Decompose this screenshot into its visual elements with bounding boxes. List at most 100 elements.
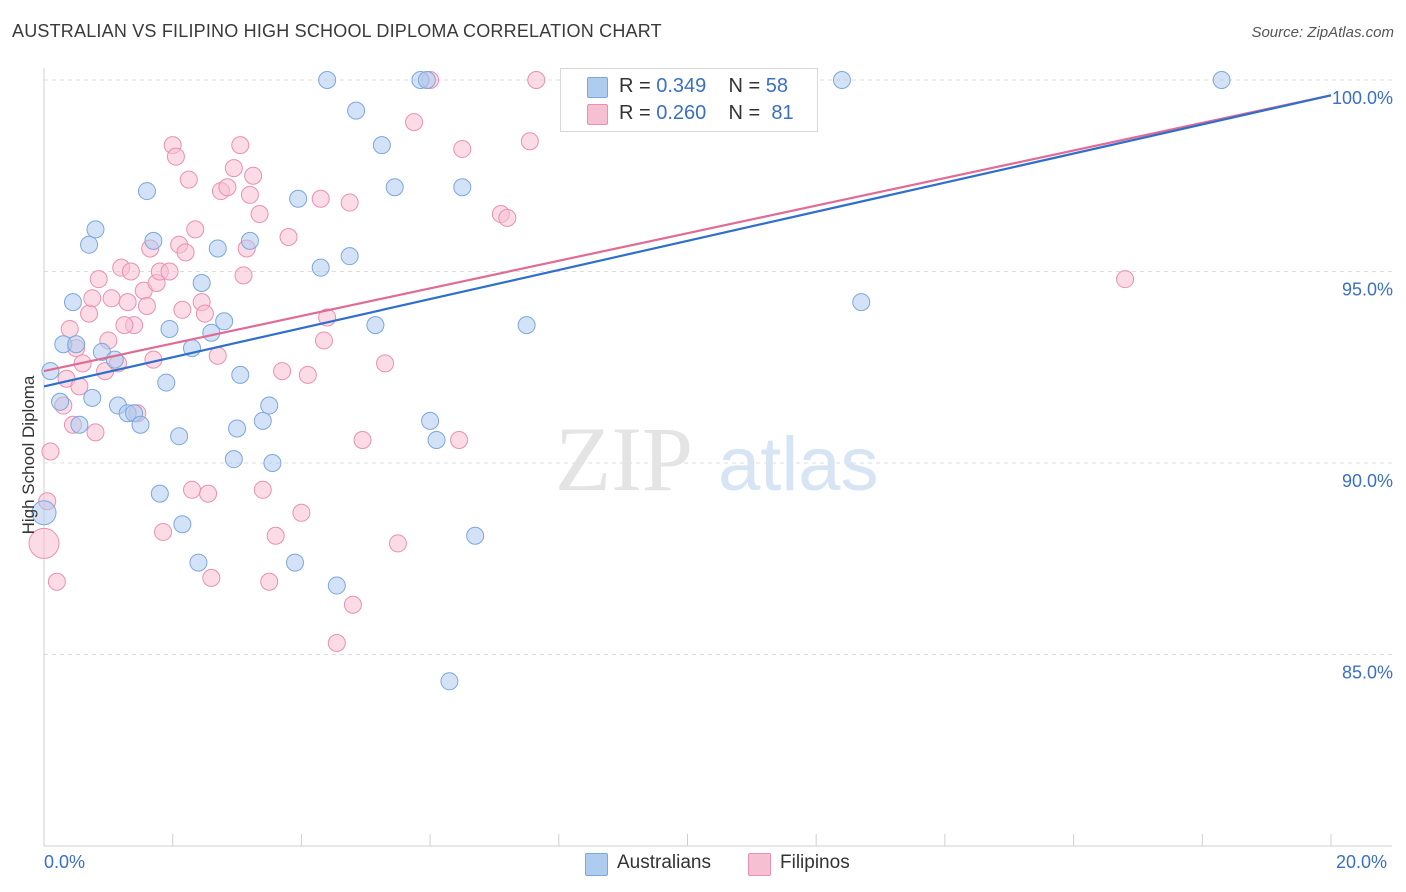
- australians-point: [41, 362, 60, 381]
- bottom-legend-swatch-blue: [585, 853, 608, 876]
- australians-point: [137, 182, 156, 201]
- australians-point: [453, 178, 472, 197]
- filipinos-point: [199, 484, 218, 503]
- bottom-legend-label-australians: Australians: [617, 852, 711, 873]
- australians-point: [263, 454, 282, 472]
- australians-point: [260, 396, 279, 415]
- legend-swatch-pink: [587, 104, 608, 125]
- filipinos-point: [60, 319, 79, 338]
- australians-point: [215, 312, 234, 331]
- australians-point: [347, 101, 366, 120]
- filipinos-point: [266, 526, 285, 545]
- legend-r-value-filipinos: 0.260: [656, 102, 707, 124]
- watermark-zip: ZIP: [555, 408, 693, 510]
- filipinos-point: [244, 166, 263, 185]
- bottom-legend-swatch-pink: [748, 853, 771, 876]
- australians-point: [427, 431, 446, 450]
- filipinos-point: [240, 185, 259, 204]
- filipinos-point: [353, 431, 372, 450]
- filipinos-point: [340, 193, 359, 212]
- filipinos-point: [173, 300, 192, 319]
- y-tick-label: 95.0%: [1342, 280, 1393, 300]
- australians-point: [466, 526, 485, 545]
- australians-point: [160, 319, 179, 338]
- filipinos-point: [234, 266, 253, 285]
- x-axis-min-label: 0.0%: [44, 852, 86, 872]
- filipinos-point: [520, 132, 539, 151]
- y-tick-label: 90.0%: [1342, 471, 1393, 491]
- x-axis-max-label: 20.0%: [1336, 852, 1388, 872]
- filipinos-point: [137, 296, 156, 315]
- australians-point: [208, 239, 227, 258]
- filipinos-point: [314, 331, 333, 350]
- filipinos-point: [86, 423, 105, 442]
- filipinos-point: [160, 262, 179, 281]
- filipinos-point: [208, 346, 227, 365]
- australians-point: [80, 235, 99, 254]
- filipinos-point: [179, 170, 198, 189]
- legend-swatch-blue: [587, 77, 608, 98]
- filipinos-point: [115, 316, 134, 335]
- australians-trend-line: [43, 94, 1332, 388]
- filipinos-point: [47, 572, 66, 591]
- australians-point: [440, 672, 459, 691]
- filipinos-point: [166, 147, 185, 166]
- watermark: ZIP atlas: [555, 408, 879, 510]
- australians-points: [31, 71, 1231, 691]
- australians-point: [224, 450, 243, 469]
- filipinos-point: [298, 365, 317, 384]
- filipinos-point: [83, 289, 102, 308]
- australians-point: [70, 415, 89, 434]
- filipinos-point: [311, 189, 330, 208]
- australians-point: [852, 293, 871, 312]
- australians-point: [253, 411, 272, 430]
- grid-layer: [44, 79, 1392, 655]
- y-tick-label: 85.0%: [1342, 663, 1393, 683]
- filipinos-point: [89, 270, 108, 289]
- australians-point: [67, 335, 86, 354]
- filipinos-point: [186, 220, 205, 239]
- filipinos-point: [231, 136, 250, 155]
- filipinos-point: [498, 208, 517, 227]
- filipinos-point: [376, 354, 395, 373]
- trend-lines: [43, 94, 1332, 388]
- legend-n-label: N =: [728, 102, 766, 124]
- filipinos-point: [327, 634, 346, 653]
- filipinos-point: [121, 262, 140, 281]
- australians-point: [240, 231, 259, 250]
- y-tick-labels: 100.0% 95.0% 90.0% 85.0%: [1332, 88, 1393, 683]
- australians-point: [86, 220, 105, 239]
- australians-point: [231, 365, 250, 384]
- filipinos-point: [183, 480, 202, 499]
- legend-r-value-australians: 0.349: [656, 75, 707, 97]
- legend-r-label: R =: [619, 102, 657, 124]
- australians-point: [170, 427, 189, 446]
- australians-point: [189, 553, 208, 572]
- filipinos-point: [118, 293, 137, 312]
- filipinos-point: [388, 534, 407, 553]
- filipinos-point: [28, 527, 60, 559]
- correlation-legend: R = 0.349 N = 58 R = 0.260 N = 81: [560, 68, 818, 132]
- filipinos-point: [260, 572, 279, 591]
- filipinos-point: [343, 595, 362, 614]
- australians-point: [83, 388, 102, 407]
- filipinos-point: [253, 480, 272, 499]
- filipinos-point: [102, 289, 121, 308]
- australians-point: [311, 258, 330, 277]
- australians-point: [150, 484, 169, 503]
- y-tick-label: 100.0%: [1332, 88, 1393, 108]
- legend-n-value-australians: 58: [765, 75, 789, 97]
- filipinos-point: [202, 568, 221, 587]
- bottom-legend-label-filipinos: Filipinos: [780, 852, 850, 873]
- filipinos-point: [218, 178, 237, 197]
- filipinos-point: [1116, 270, 1135, 289]
- australians-point: [1212, 71, 1231, 89]
- australians-point: [421, 411, 440, 430]
- source-credit: Source: ZipAtlas.com: [1251, 24, 1394, 41]
- y-axis-title: High School Diploma: [19, 375, 38, 535]
- australians-point: [157, 373, 176, 392]
- australians-point: [385, 178, 404, 197]
- legend-r-label: R =: [619, 75, 657, 97]
- filipinos-point: [176, 243, 195, 262]
- australians-point: [340, 247, 359, 266]
